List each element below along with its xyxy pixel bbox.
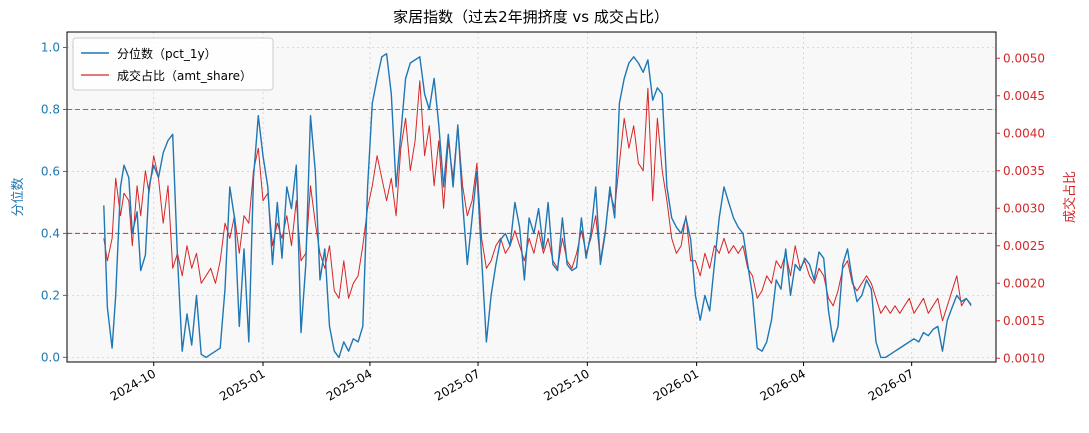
- legend-box: [72, 37, 274, 91]
- right-tick-label: 0.0015: [1003, 314, 1045, 328]
- left-tick-label: 0.4: [41, 226, 60, 240]
- right-tick-label: 0.0010: [1003, 351, 1045, 365]
- legend-label-amt: 成交占比（amt_share）: [117, 68, 252, 83]
- x-tick-label: 2026-01: [651, 366, 701, 403]
- left-axis: 0.0 0.2 0.4 0.6 0.8 1.0: [41, 40, 67, 364]
- legend: 分位数（pct_1y） 成交占比（amt_share）: [72, 37, 274, 91]
- left-tick-label: 0.2: [41, 288, 60, 302]
- legend-label-pct: 分位数（pct_1y）: [117, 46, 217, 61]
- x-tick-label: 2026-04: [758, 366, 808, 403]
- right-tick-label: 0.0020: [1003, 276, 1045, 290]
- reference-lines: [67, 108, 996, 234]
- right-axis: 0.0010 0.0015 0.0020 0.0025 0.0030 0.0035 0.00…: [996, 51, 1045, 365]
- x-tick-label: 2025-01: [217, 366, 267, 403]
- x-tick-label: 2025-04: [324, 366, 374, 403]
- right-tick-label: 0.0030: [1003, 201, 1045, 215]
- plot-frame: [66, 31, 997, 363]
- right-tick-label: 0.0040: [1003, 126, 1045, 140]
- left-tick-label: 0.8: [41, 102, 60, 116]
- x-tick-label: 2025-10: [541, 366, 591, 403]
- right-tick-label: 0.0035: [1003, 164, 1045, 178]
- series-line-pct: [103, 53, 972, 359]
- chart-title: 家居指数（过去2年拥挤度 vs 成交占比）: [393, 8, 669, 26]
- right-tick-label: 0.0025: [1003, 239, 1045, 253]
- right-tick-label: 0.0045: [1003, 89, 1045, 103]
- left-tick-label: 0.6: [41, 164, 60, 178]
- x-tick-label: 2025-07: [432, 366, 482, 403]
- left-tick-label: 1.0: [41, 40, 60, 54]
- left-axis-label: 分位数: [11, 177, 26, 216]
- series-layer: [103, 53, 972, 359]
- left-tick-label: 0.0: [41, 350, 60, 364]
- right-axis-label: 成交占比: [1062, 171, 1078, 223]
- x-tick-label: 2024-10: [108, 366, 158, 403]
- x-tick-label: 2026-07: [866, 366, 916, 403]
- x-axis: 2024-10 2025-01 2025-04 2025-07 2025-10 2026-…: [108, 362, 916, 404]
- right-tick-label: 0.0050: [1003, 51, 1045, 65]
